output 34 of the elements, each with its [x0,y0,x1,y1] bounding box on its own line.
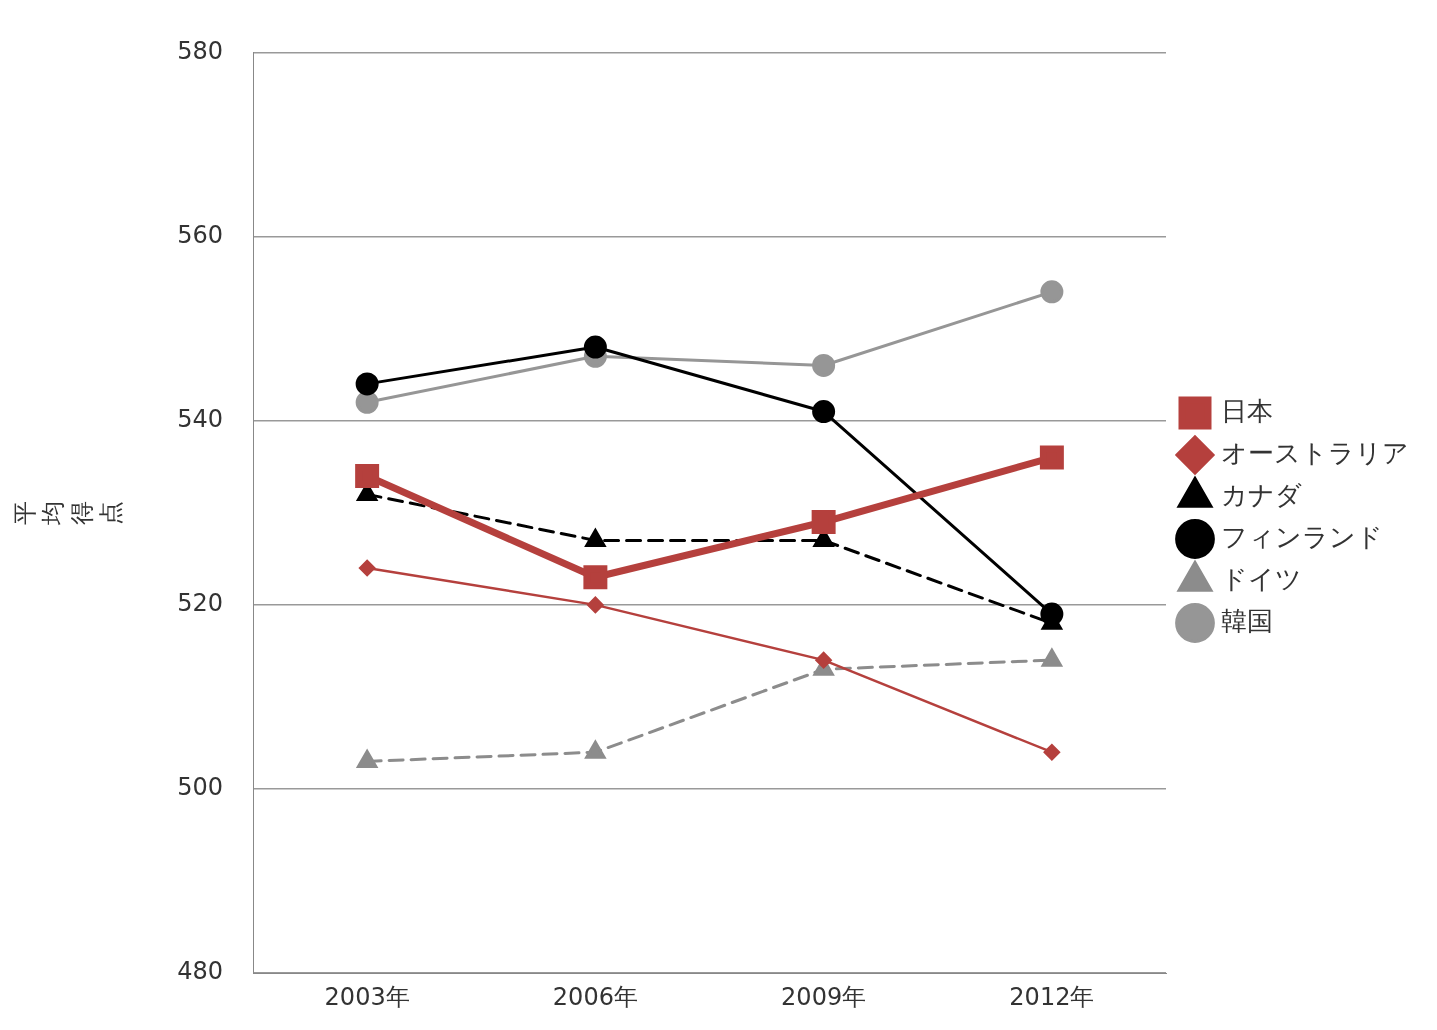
y-tick-label: 540 [177,404,224,433]
point [811,510,836,534]
point [355,390,379,414]
point [585,740,606,759]
y-tick-label: 500 [177,773,224,802]
point [358,559,376,577]
point [1040,280,1064,304]
legend-label: オーストラリア [1221,437,1409,468]
point [1041,648,1063,667]
point [583,565,608,590]
legend-label: 韓国 [1221,605,1273,636]
point [355,372,379,396]
y-tick-label: 560 [177,220,224,249]
point [587,596,604,614]
legend-label: 日本 [1221,395,1273,426]
x-tick-label: 2006年 [552,982,638,1011]
point [583,335,607,359]
point [355,463,380,488]
point [585,528,606,547]
point [812,400,836,424]
y-axis-title: 平均得点 [10,500,126,526]
x-tick-label: 2012年 [1009,982,1095,1011]
legend-label: カナダ [1221,479,1302,510]
legend-label: ドイツ [1221,563,1302,594]
point [815,651,832,669]
x-tick-label: 2009年 [781,982,867,1011]
y-tick-label: 480 [177,957,224,986]
point [1039,445,1064,470]
x-tick-label: 2003年 [324,982,410,1011]
point [356,749,378,768]
y-tick-label: 520 [177,589,224,618]
y-tick-label: 580 [177,36,224,65]
legend-label: フィンランド [1221,521,1383,552]
point [812,353,836,377]
